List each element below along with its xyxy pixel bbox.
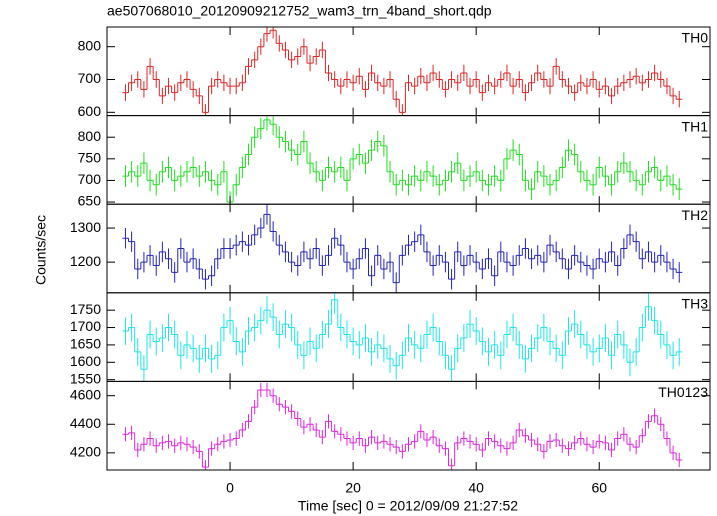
panel-label: TH3 bbox=[682, 296, 709, 312]
step-riser bbox=[128, 299, 677, 370]
y-tick-label: 4600 bbox=[70, 386, 101, 402]
y-tick-label: 600 bbox=[78, 103, 102, 119]
y-tick-label: 1550 bbox=[70, 370, 101, 386]
y-tick-label: 650 bbox=[78, 193, 102, 209]
y-tick-label: 4400 bbox=[70, 415, 101, 431]
y-tick-label: 1200 bbox=[70, 253, 101, 269]
x-tick-label: 0 bbox=[226, 480, 234, 496]
panel-label: TH0 bbox=[682, 30, 709, 46]
x-tick-label: 60 bbox=[591, 480, 607, 496]
y-tick-label: 1650 bbox=[70, 336, 101, 352]
x-axis-label: Time [sec] 0 = 2012/09/09 21:27:52 bbox=[298, 498, 518, 514]
y-tick-label: 4200 bbox=[70, 444, 101, 460]
panel-frame bbox=[106, 26, 711, 117]
y-tick-label: 700 bbox=[78, 70, 102, 86]
y-axis-label: Counts/sec bbox=[33, 215, 49, 285]
panel-data bbox=[122, 382, 683, 470]
panel-data bbox=[122, 27, 683, 116]
step-riser bbox=[128, 389, 677, 468]
panel-label: TH2 bbox=[682, 207, 709, 223]
panel-data bbox=[122, 292, 683, 382]
y-tick-label: 1750 bbox=[70, 301, 101, 317]
y-tick-label: 750 bbox=[78, 150, 102, 166]
y-tick-label: 800 bbox=[78, 37, 102, 53]
step-riser bbox=[128, 119, 677, 203]
chart-title: ae507068010_20120909212752_wam3_trn_4ban… bbox=[107, 3, 492, 19]
y-tick-label: 1700 bbox=[70, 318, 101, 334]
y-tick-label: 1600 bbox=[70, 353, 101, 369]
y-tick-label: 700 bbox=[78, 171, 102, 187]
panel-frame bbox=[106, 380, 711, 471]
x-tick-label: 20 bbox=[345, 480, 361, 496]
panel-data bbox=[122, 204, 683, 293]
step-riser bbox=[128, 214, 677, 283]
y-tick-label: 1300 bbox=[70, 219, 101, 235]
panel-data bbox=[122, 115, 683, 205]
x-tick-label: 40 bbox=[468, 480, 484, 496]
panel-label: TH0123 bbox=[658, 384, 708, 400]
step-riser bbox=[128, 30, 677, 113]
panel-label: TH1 bbox=[682, 118, 709, 134]
y-tick-label: 800 bbox=[78, 128, 102, 144]
